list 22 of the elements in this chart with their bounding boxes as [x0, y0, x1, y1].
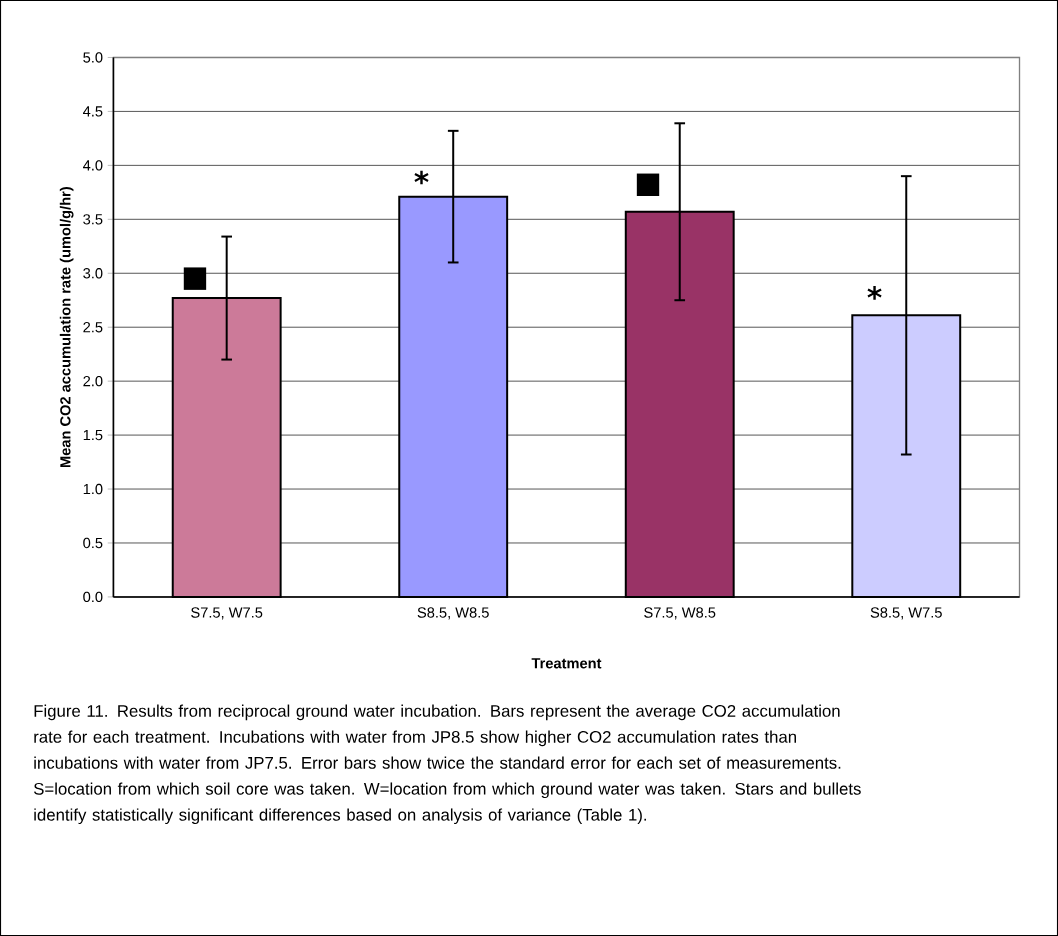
y-tick-label: 2.5 — [83, 321, 103, 333]
x-tick-label: S8.5, W8.5 — [417, 607, 489, 620]
x-tick-label: S7.5, W8.5 — [644, 607, 716, 620]
y-tick-label: 4.5 — [83, 106, 103, 117]
y-tick-label: 1.0 — [83, 483, 103, 495]
annotation: * — [414, 170, 429, 185]
x-tick-label: S8.5, W7.5 — [870, 607, 942, 620]
annotation: ■ — [183, 267, 207, 290]
x-tick-label: S7.5, W7.5 — [191, 607, 263, 620]
y-tick-label: 2.0 — [83, 375, 103, 387]
y-tick-label: 4.0 — [83, 160, 103, 171]
y-tick-label: 3.5 — [83, 214, 103, 225]
x-axis-title: Treatment — [531, 658, 602, 669]
caption: Figure 11. Results from reciprocal ground water incubation. Bars represent the average CO2 accumulation rate for each treatment. Incubations with water from JP8.5 show higher CO2 accumulation rates than incubations with water from JP7.5. Error bars show twice the standard error for each set of measurements. S=location from which soil core was taken. W=location from which ground water was taken. Stars and bullets identify statistically significant differences based on analysis of variance (Table 1). — [33, 704, 861, 825]
annotation: * — [867, 286, 882, 300]
y-tick-label: 1.5 — [83, 429, 103, 441]
y-axis-title: Mean CO2 accumulation rate (umol/g/hr) — [59, 187, 74, 468]
annotation: ■ — [636, 173, 660, 196]
y-tick-label: 5.0 — [83, 52, 103, 63]
y-tick-label: 3.0 — [83, 268, 103, 279]
y-tick-label: 0.0 — [83, 591, 103, 603]
y-tick-label: 0.5 — [83, 537, 103, 549]
